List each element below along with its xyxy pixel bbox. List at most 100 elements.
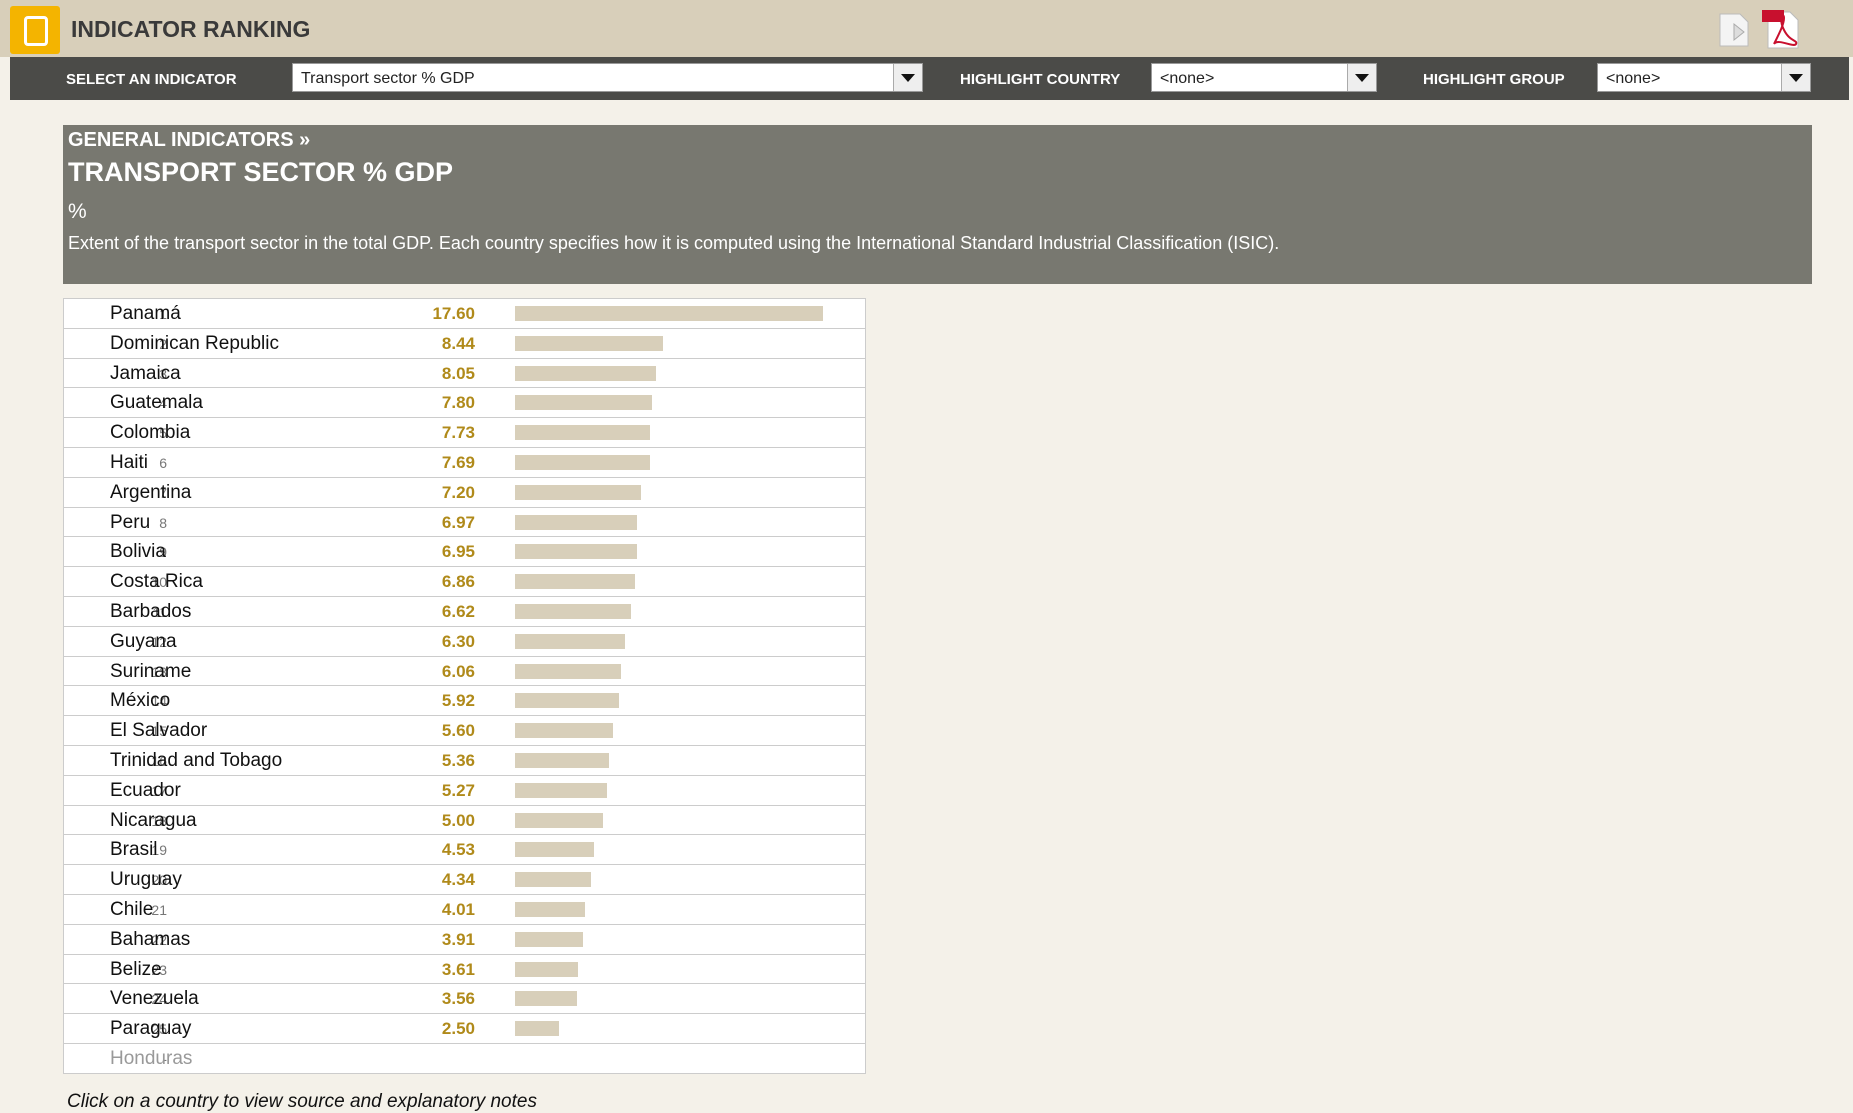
rank: 17	[151, 782, 167, 799]
pdf-icon[interactable]	[1760, 6, 1802, 50]
ranking-row[interactable]: 16 Trinidad and Tobago 5.36	[64, 746, 865, 776]
unit: %	[68, 200, 87, 223]
ranking-row[interactable]: 4 Guatemala 7.80	[64, 388, 865, 419]
breadcrumb[interactable]: GENERAL INDICATORS »	[68, 129, 311, 151]
rank: -	[162, 1051, 167, 1067]
indicator-select[interactable]: Transport sector % GDP	[292, 63, 923, 92]
ranking-row[interactable]: 13 Suriname 6.06	[64, 657, 865, 687]
bar	[515, 395, 652, 411]
group-label: HIGHLIGHT GROUP	[1423, 71, 1565, 88]
ranking-row[interactable]: 21 Chile 4.01	[64, 895, 865, 925]
value-label: 4.34	[441, 870, 475, 890]
indicator-value: Transport sector % GDP	[301, 70, 475, 87]
header-bar	[0, 0, 1853, 57]
value-label: 4.01	[441, 900, 475, 919]
rank: 9	[159, 544, 167, 561]
ranking-row[interactable]: 11 Barbados 6.62	[64, 597, 865, 627]
country-name: Panamá	[110, 303, 181, 324]
value-label: 4.53	[441, 840, 475, 860]
rank: 3	[159, 365, 167, 382]
country-value: <none>	[1160, 70, 1215, 87]
ranking-row[interactable]: 5 Colombia 7.73	[64, 418, 865, 448]
country-name: Trinidad and Tobago	[110, 750, 283, 771]
ranking-row[interactable]: 10 Costa Rica 6.86	[64, 567, 865, 597]
country-name: Guatemala	[110, 392, 203, 414]
rank: 20	[151, 872, 167, 889]
ranking-row[interactable]: 18 Nicaragua 5.00	[64, 806, 865, 836]
value-label: 6.95	[441, 542, 475, 562]
country-name: Peru	[110, 511, 151, 533]
ranking-row[interactable]: 12 Guyana 6.30	[64, 627, 865, 657]
rank: 7	[159, 484, 167, 501]
export-icon[interactable]	[1714, 10, 1754, 50]
rank: 12	[151, 633, 167, 650]
rank: 6	[159, 455, 167, 471]
value-label: 3.61	[441, 959, 475, 979]
ranking-row[interactable]: 20 Uruguay 4.34	[64, 865, 865, 895]
country-name: Honduras	[110, 1048, 193, 1069]
bar	[515, 633, 626, 649]
bar	[515, 455, 650, 470]
ranking-row[interactable]: 19 Brasil 4.53	[64, 835, 865, 866]
logo	[10, 6, 60, 54]
bar	[515, 425, 651, 441]
footer-note: Click on a country to view source and ex…	[67, 1091, 537, 1112]
country-name: Guyana	[110, 630, 177, 652]
rank: 25	[151, 1021, 167, 1038]
value-label: 5.60	[441, 721, 475, 741]
value-label: 3.56	[441, 989, 475, 1009]
ranking-row[interactable]: 22 Bahamas 3.91	[64, 925, 865, 955]
value-label: 6.86	[441, 572, 475, 592]
rank: 21	[151, 902, 167, 918]
ranking-row[interactable]: - Honduras	[64, 1044, 865, 1074]
ranking-row[interactable]: 17 Ecuador 5.27	[64, 776, 865, 806]
ranking-row[interactable]: 1 Panamá 17.60	[64, 299, 865, 329]
ranking-row[interactable]: 7 Argentina 7.20	[64, 478, 865, 508]
bar	[515, 991, 578, 1007]
ranking-row[interactable]: 3 Jamaica 8.05	[64, 359, 865, 389]
value-label: 17.60	[432, 304, 475, 323]
country-select[interactable]: <none>	[1151, 63, 1377, 92]
ranking-row[interactable]: 8 Peru 6.97	[64, 508, 865, 538]
value-label: 7.69	[441, 453, 475, 472]
bar	[515, 514, 637, 530]
ranking-row[interactable]: 15 El Salvador 5.60	[64, 716, 865, 746]
value-label: 5.27	[441, 780, 475, 800]
bar	[515, 1021, 559, 1037]
rank: 24	[151, 991, 167, 1008]
ranking-row[interactable]: 9 Bolivia 6.95	[64, 537, 865, 568]
rank: 14	[151, 693, 167, 710]
bar	[515, 931, 584, 947]
group-select[interactable]: <none>	[1597, 63, 1811, 92]
rank: 22	[151, 931, 167, 948]
rank: 2	[159, 335, 167, 352]
ranking-row[interactable]: 6 Haiti 7.69	[64, 448, 865, 478]
country-name: Brasil	[110, 839, 158, 861]
rank: 19	[151, 842, 167, 859]
rank: 16	[151, 753, 167, 769]
rank: 13	[151, 663, 167, 680]
ranking-row[interactable]: 24 Venezuela 3.56	[64, 984, 865, 1015]
bar	[515, 544, 637, 560]
bar	[515, 306, 823, 321]
ranking-row[interactable]: 25 Paraguay 2.50	[64, 1014, 865, 1044]
ranking-table: 1 Panamá 17.60 2 Dominican Republic 8.44 3 Jama…	[63, 298, 866, 1074]
value-label: 8.05	[441, 363, 475, 383]
bar	[515, 902, 586, 917]
rank: 10	[151, 574, 167, 591]
bar	[515, 604, 631, 619]
ranking-row[interactable]: 14 México 5.92	[64, 686, 865, 717]
country-name: El Salvador	[110, 720, 208, 742]
value-label: 7.73	[441, 423, 475, 443]
country-name: Haiti	[110, 452, 149, 473]
bar	[515, 335, 663, 351]
ranking-row[interactable]: 23 Belize 3.61	[64, 955, 865, 985]
country-name: Nicaragua	[110, 809, 197, 831]
country-name: Ecuador	[110, 779, 181, 801]
country-label: HIGHLIGHT COUNTRY	[960, 71, 1121, 88]
value-label: 2.50	[441, 1019, 475, 1039]
value-label: 5.36	[441, 751, 475, 770]
ranking-row[interactable]: 2 Dominican Republic 8.44	[64, 329, 865, 359]
bar	[515, 842, 595, 858]
